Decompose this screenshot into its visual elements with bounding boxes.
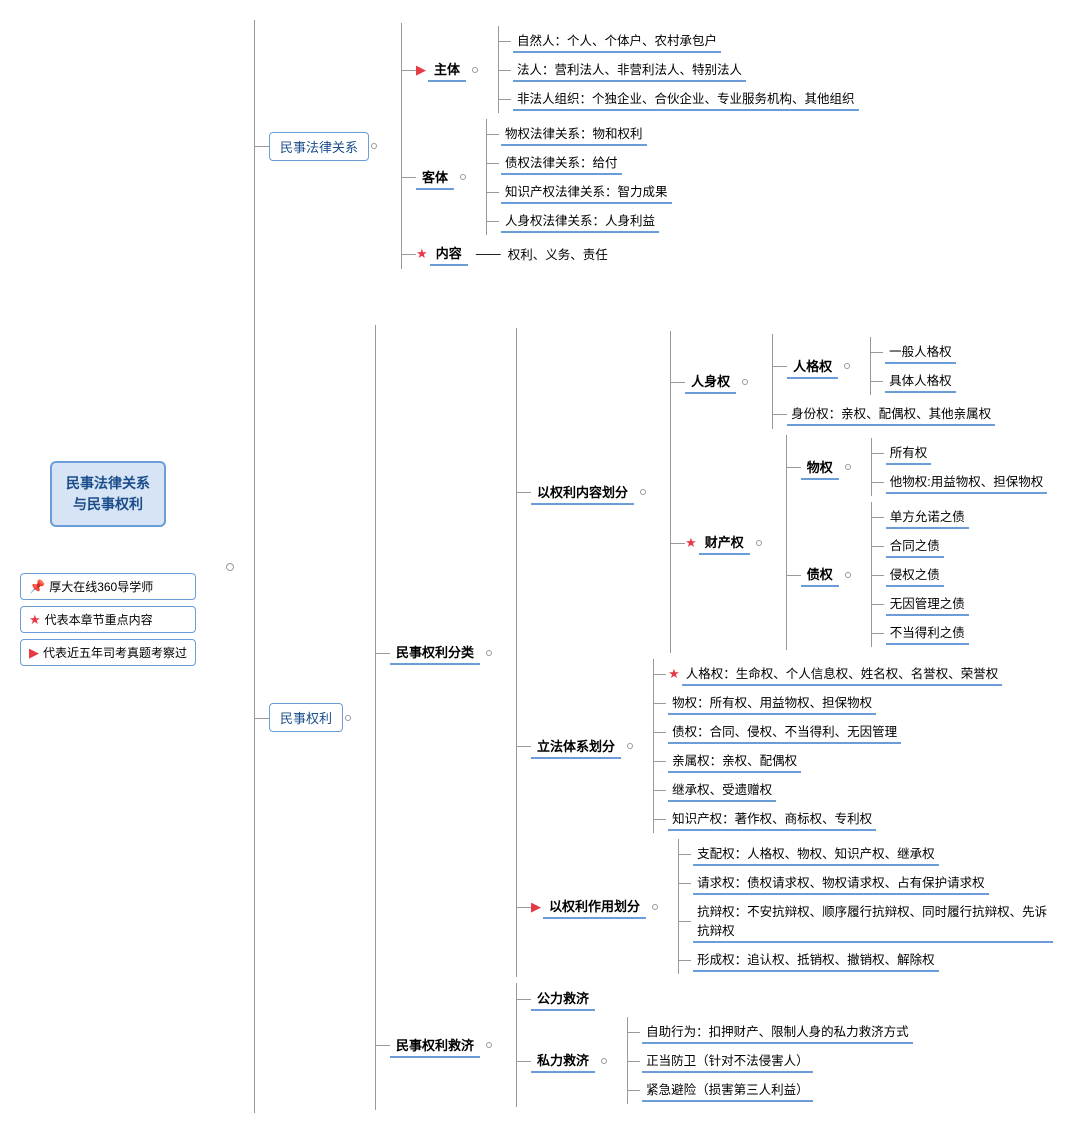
flag-icon: ▶: [29, 645, 39, 661]
node-renshen: 人身权 人格权: [671, 334, 1047, 429]
neirong-tail: 权利、义务、责任: [504, 242, 612, 265]
node-neirong: ★ 内容 —— 权利、义务、责任: [402, 241, 859, 266]
star-icon: ★: [416, 246, 428, 262]
node-jiuji: 民事权利救济 公力救济 私力救济: [376, 983, 1053, 1107]
branch1-children: ▶ 主体 自然人：个人、个体户、农村承包户 法人：营利法人、非营利法人、特别法人…: [401, 23, 859, 269]
leaf: 单方允诺之债: [886, 504, 969, 529]
left-column: 民事法律关系 与民事权利 📌 厚大在线360导学师 ★ 代表本章节重点内容 ▶ …: [20, 461, 196, 672]
node-fenlei: 民事权利分类 以权利内容划分: [376, 328, 1053, 977]
legend-text: 厚大在线360导学师: [49, 578, 153, 595]
root-node: 民事法律关系 与民事权利: [50, 461, 166, 527]
node-keti: 客体 物权法律关系：物和权利 债权法律关系：给付 知识产权法律关系：智力成果 人…: [402, 119, 859, 235]
keti-label: 客体: [416, 165, 454, 190]
legend-text: 代表近五年司考真题考察过: [43, 644, 187, 661]
root-line2: 与民事权利: [66, 494, 150, 515]
by-law-label: 立法体系划分: [531, 734, 621, 759]
legend-item: ▶ 代表近五年司考真题考察过: [20, 639, 196, 666]
leaf: 不当得利之债: [886, 620, 969, 645]
legend-item: ★ 代表本章节重点内容: [20, 606, 196, 633]
leaf: 抗辩权：不安抗辩权、顺序履行抗辩权、同时履行抗辩权、先诉抗辩权: [693, 899, 1053, 943]
leaf: 人格权：生命权、个人信息权、姓名权、名誉权、荣誉权: [682, 661, 1003, 686]
by-function-label: 以权利作用划分: [543, 894, 646, 919]
renshen-children: 人格权 一般人格权 具体人格权: [772, 334, 995, 429]
gongli-label: 公力救济: [531, 986, 595, 1011]
leaf: 债权法律关系：给付: [501, 150, 622, 175]
node-wuquan: 物权 所有权 他物权:用益物权、担保物权: [787, 438, 1048, 496]
node-shenfen: 身份权：亲权、配偶权、其他亲属权: [773, 401, 995, 426]
renge-label: 人格权: [787, 354, 838, 379]
leaf: 形成权：追认权、抵销权、撤销权、解除权: [693, 947, 939, 972]
leaf: 合同之债: [886, 533, 944, 558]
dash: ——: [476, 246, 500, 261]
branch-label: 民事权利: [269, 703, 343, 732]
branch-civil-rights: 民事权利 民事权利分类 以权利内容划分: [255, 325, 1053, 1110]
pin-icon: 📌: [29, 579, 45, 595]
sili-label: 私力救济: [531, 1048, 595, 1073]
leaf: 无因管理之债: [886, 591, 969, 616]
zhaiquan-label: 债权: [801, 562, 839, 587]
legend-text: 代表本章节重点内容: [45, 611, 153, 628]
leaf: 具体人格权: [885, 368, 956, 393]
leaf: 一般人格权: [885, 339, 956, 364]
shenfen-text: 身份权：亲权、配偶权、其他亲属权: [787, 401, 995, 426]
main-branches: 民事法律关系 ▶ 主体 自然人：个人、个体户、农村承包户 法人：营利法人、非营利…: [254, 20, 1053, 1113]
node-by-function: ▶ 以权利作用划分 支配权：人格权、物权、知识产权、继承权 请求权：债权请求权、…: [517, 839, 1053, 974]
wuquan-label: 物权: [801, 455, 839, 480]
by-content-label: 以权利内容划分: [531, 480, 634, 505]
renshen-label: 人身权: [685, 369, 736, 394]
leaf: 人身权法律关系：人身利益: [501, 208, 659, 233]
leaf: 继承权、受遗赠权: [668, 777, 776, 802]
leaf: 支配权：人格权、物权、知识产权、继承权: [693, 841, 939, 866]
node-gongli: 公力救济: [517, 986, 913, 1011]
keti-items: 物权法律关系：物和权利 债权法律关系：给付 知识产权法律关系：智力成果 人身权法…: [486, 119, 672, 235]
node-renge: 人格权 一般人格权 具体人格权: [773, 337, 995, 395]
leaf: 法人：营利法人、非营利法人、特别法人: [513, 57, 746, 82]
node-sili: 私力救济 自助行为：扣押财产、限制人身的私力救济方式 正当防卫（针对不法侵害人）…: [517, 1017, 913, 1104]
node-zhuti: ▶ 主体 自然人：个人、个体户、农村承包户 法人：营利法人、非营利法人、特别法人…: [402, 26, 859, 113]
leaf: 他物权:用益物权、担保物权: [886, 469, 1047, 494]
jiuji-label: 民事权利救济: [390, 1033, 480, 1058]
flag-icon: ▶: [531, 899, 541, 915]
leaf: 紧急避险（损害第三人利益）: [642, 1077, 813, 1102]
fenlei-children: 以权利内容划分 人身权: [516, 328, 1053, 977]
leaf: 物权法律关系：物和权利: [501, 121, 647, 146]
root-connector: [226, 563, 234, 571]
legend: 📌 厚大在线360导学师 ★ 代表本章节重点内容 ▶ 代表近五年司考真题考察过: [20, 567, 196, 672]
leaf: 知识产权：著作权、商标权、专利权: [668, 806, 876, 831]
leaf: 物权：所有权、用益物权、担保物权: [668, 690, 876, 715]
zhuti-items: 自然人：个人、个体户、农村承包户 法人：营利法人、非营利法人、特别法人 非法人组…: [498, 26, 859, 113]
leaf: 所有权: [886, 440, 932, 465]
neirong-label: 内容: [430, 241, 468, 266]
star-icon: ★: [668, 666, 680, 682]
leaf: 知识产权法律关系：智力成果: [501, 179, 672, 204]
node-caichan: ★ 财产权 物权: [671, 435, 1047, 650]
leaf: 自助行为：扣押财产、限制人身的私力救济方式: [642, 1019, 913, 1044]
flag-icon: ▶: [416, 62, 426, 78]
star-icon: ★: [29, 612, 41, 628]
branch2-children: 民事权利分类 以权利内容划分: [375, 325, 1053, 1110]
leaf: 请求权：债权请求权、物权请求权、占有保护请求权: [693, 870, 989, 895]
branch-civil-legal-relation: 民事法律关系 ▶ 主体 自然人：个人、个体户、农村承包户 法人：营利法人、非营利…: [255, 23, 1053, 269]
leaf: 非法人组织：个独企业、合伙企业、专业服务机构、其他组织: [513, 86, 859, 111]
leaf: 正当防卫（针对不法侵害人）: [642, 1048, 813, 1073]
legend-item: 📌 厚大在线360导学师: [20, 573, 196, 600]
zhuti-label: 主体: [428, 57, 466, 82]
leaf: 侵权之债: [886, 562, 944, 587]
node-zhaiquan: 债权 单方允诺之债 合同之债 侵权之债: [787, 502, 1048, 647]
leaf: 债权：合同、侵权、不当得利、无因管理: [668, 719, 901, 744]
leaf: 亲属权：亲权、配偶权: [668, 748, 801, 773]
node-by-content: 以权利内容划分 人身权: [517, 331, 1053, 653]
fenlei-label: 民事权利分类: [390, 640, 480, 665]
by-content-children: 人身权 人格权: [670, 331, 1047, 653]
mindmap-root: 民事法律关系 与民事权利 📌 厚大在线360导学师 ★ 代表本章节重点内容 ▶ …: [20, 20, 1060, 1113]
star-icon: ★: [685, 535, 697, 551]
caichan-label: 财产权: [699, 530, 750, 555]
node-by-law: 立法体系划分 ★人格权：生命权、个人信息权、姓名权、名誉权、荣誉权 物权：所有权…: [517, 659, 1053, 833]
branch-label: 民事法律关系: [269, 132, 369, 161]
root-line1: 民事法律关系: [66, 473, 150, 494]
leaf: 自然人：个人、个体户、农村承包户: [513, 28, 721, 53]
